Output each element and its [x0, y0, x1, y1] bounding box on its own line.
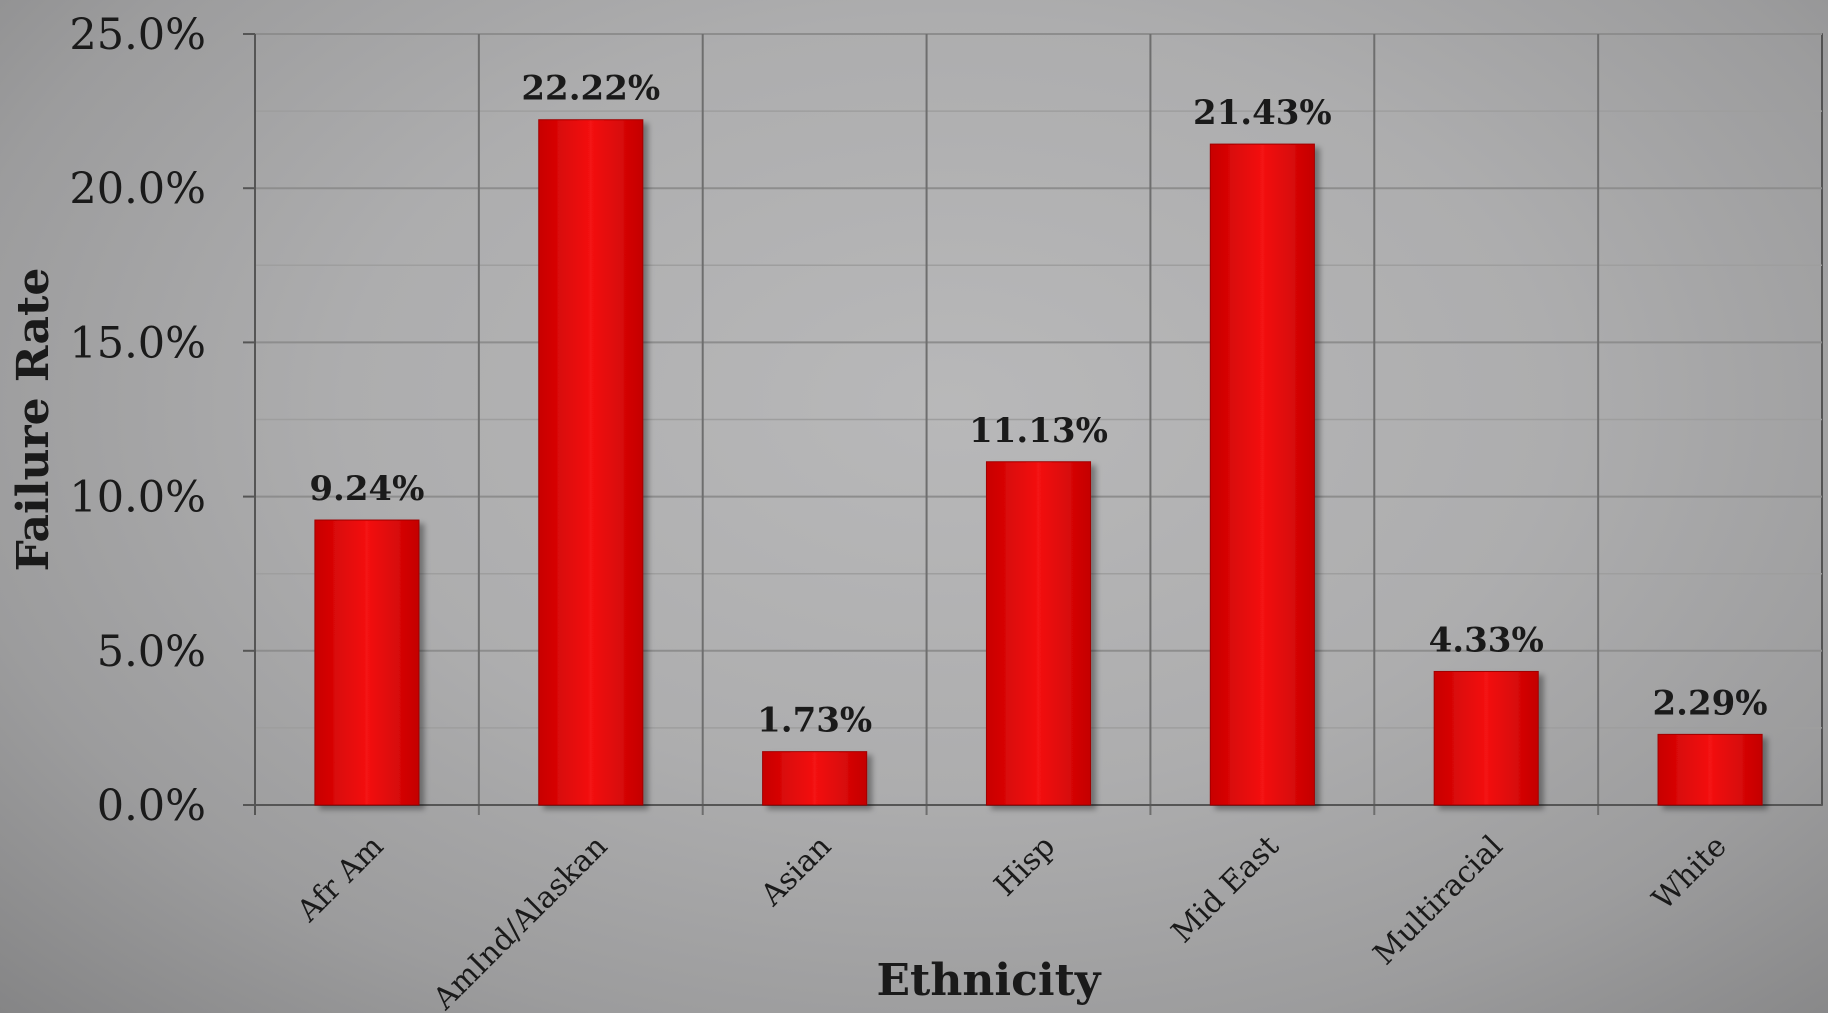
y-tick-label: 25.0%	[69, 10, 206, 60]
x-tick-label: Mid East	[1165, 829, 1286, 950]
bar-hisp	[985, 461, 1092, 806]
y-tick-label: 0.0%	[97, 781, 206, 831]
y-tick-label: 20.0%	[69, 164, 206, 214]
bar-white	[1657, 733, 1763, 806]
data-label: 4.33%	[1429, 620, 1544, 660]
x-tick-label: AmInd/Alaskan	[426, 829, 614, 1013]
bar-multiracial	[1433, 670, 1539, 806]
data-label: 2.29%	[1653, 683, 1768, 723]
x-tick-label: White	[1646, 829, 1734, 917]
data-label: 1.73%	[757, 701, 872, 741]
data-label: 21.43%	[1193, 93, 1332, 133]
x-tick-label: Multiracial	[1367, 829, 1510, 972]
x-tick-label: Asian	[754, 829, 839, 914]
y-axis-ticks: 0.0% 5.0% 10.0% 15.0% 20.0% 25.0%	[69, 10, 255, 831]
x-tick-label: Afr Am	[290, 829, 391, 930]
bar-mid-east	[1209, 143, 1315, 806]
data-label: 11.13%	[969, 411, 1108, 451]
bars	[314, 119, 1763, 806]
y-tick-label: 10.0%	[69, 473, 206, 523]
x-tick-label: Hisp	[988, 829, 1063, 904]
data-label: 9.24%	[309, 469, 424, 509]
y-axis-title: Failure Rate	[8, 268, 59, 572]
bar-afr-am	[314, 519, 420, 806]
bar-amind-alaskan	[538, 119, 644, 806]
y-tick-label: 15.0%	[69, 318, 206, 368]
data-labels: 9.24% 22.22% 1.73% 11.13% 21.43% 4.33% 2.29%	[309, 69, 1767, 741]
y-tick-label: 5.0%	[97, 627, 206, 677]
data-label: 22.22%	[521, 69, 660, 109]
x-axis-title: Ethnicity	[877, 955, 1102, 1006]
gridlines	[254, 33, 1822, 815]
bar-asian	[762, 751, 868, 806]
